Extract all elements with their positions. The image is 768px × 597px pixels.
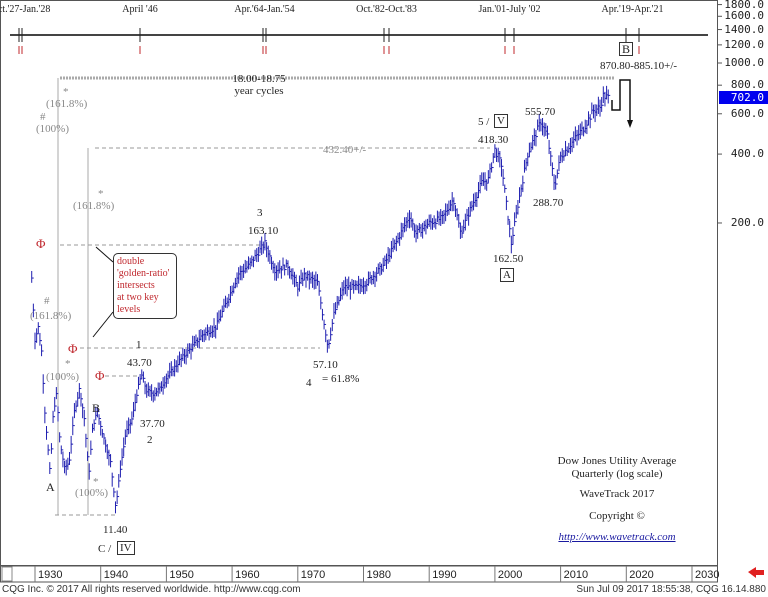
x-tick-label: 1930 xyxy=(38,569,63,581)
wave-3-label: 3 xyxy=(257,207,263,219)
wave-4-label: 4 xyxy=(306,377,312,389)
wave-iv-box: IV xyxy=(117,541,135,555)
footer-copyright: CQG Inc. © 2017 All rights reserved worl… xyxy=(2,584,301,595)
cycle-date-label: Jan.'01-July '02 xyxy=(478,4,541,15)
callout-arrow xyxy=(95,246,114,263)
golden-ratio-callout: double 'golden-ratio' intersects at two … xyxy=(113,253,177,319)
wave-2-label: 2 xyxy=(147,434,153,446)
x-tick-label: 1980 xyxy=(366,569,391,581)
x-tick-label: 2000 xyxy=(497,569,523,581)
projection-arrow-icon xyxy=(627,120,633,128)
y-tick-label: 400.0 xyxy=(730,147,764,161)
star-marker: * xyxy=(98,188,104,200)
wave-a-box: A xyxy=(500,268,514,282)
cycle-note-line2: year cycles xyxy=(234,85,284,97)
fib-100-label-b: (100%) xyxy=(46,371,79,383)
wave-b-label: B xyxy=(92,401,101,415)
cycle-date-label: Apr.'64-Jan.'54 xyxy=(234,4,295,15)
low-2009-value: 288.70 xyxy=(533,197,564,209)
wavetrack-link[interactable]: http://www.wavetrack.com xyxy=(558,531,676,543)
y-tick-label: 1400.0 xyxy=(724,22,764,36)
wave-4-value: 57.10 xyxy=(313,359,338,371)
chart-title-text: Dow Jones Utility Average xyxy=(557,455,677,467)
phi-marker-icon: Φ xyxy=(95,368,105,383)
wave-c-label: C / xyxy=(98,543,112,555)
x-tick-label: 1990 xyxy=(432,569,457,581)
y-tick-label: 1600.0 xyxy=(724,9,764,23)
wave-1-label: 1 xyxy=(136,339,142,351)
copyright-text: Copyright © xyxy=(589,510,645,522)
x-tick-label: 2030 xyxy=(695,569,720,581)
last-value-marker: 702.0 xyxy=(719,91,768,105)
low-1942-value: 11.40 xyxy=(103,524,128,536)
x-tick-label: 1940 xyxy=(103,569,129,581)
chart-subtitle-text: Quarterly (log scale) xyxy=(571,468,663,480)
x-tick-label: 1950 xyxy=(169,569,194,581)
wave-a-label: A xyxy=(46,480,55,494)
callout-line: 'golden-ratio' xyxy=(117,268,170,279)
fib-100-label-a: (100%) xyxy=(36,123,69,135)
callout-line: intersects xyxy=(117,280,155,291)
fib-161-label-a: (161.8%) xyxy=(46,98,88,110)
footer-timestamp: Sun Jul 09 2017 18:55:38, CQG 16.14.880 xyxy=(576,584,766,595)
wave-5-label: 5 / xyxy=(478,116,490,128)
wave-v-box: V xyxy=(494,114,508,128)
x-tick-label: 1970 xyxy=(300,569,326,581)
cycle-date-label: Oct.'82-Oct.'83 xyxy=(356,4,417,15)
wavetrack-credit: WaveTrack 2017 xyxy=(579,488,655,500)
y-tick-label: 600.0 xyxy=(730,106,764,120)
fib-161-label-c: (161.8%) xyxy=(30,310,72,322)
target-box-b: B xyxy=(619,42,634,56)
wave-3-value: 163.10 xyxy=(248,225,279,237)
callout-line: at two key xyxy=(117,292,159,303)
hash-marker: # xyxy=(44,295,50,307)
fib-100-label-c: (100%) xyxy=(75,487,108,499)
y-tick-label: 1800.0 xyxy=(724,0,764,11)
cycle-note-line1: 18.00-18.75 xyxy=(232,73,286,85)
chart-title: Dow Jones Utility Average Quarterly (log… xyxy=(558,455,677,481)
callout-line: double xyxy=(117,256,145,267)
y-tick-label: 1200.0 xyxy=(724,37,764,51)
target-range-label: 870.80-885.10+/- xyxy=(600,60,678,72)
scroll-handle[interactable] xyxy=(1,566,13,582)
cycle-note: 18.00-18.75 year cycles xyxy=(232,73,285,97)
cycle-date-label: Oct.'27-Jan.'28 xyxy=(0,4,51,15)
low-2002-value: 162.50 xyxy=(493,253,524,265)
wave-4-ratio: = 61.8% xyxy=(322,373,360,385)
wave-2-value: 37.70 xyxy=(140,418,165,430)
fib-161-label-b: (161.8%) xyxy=(73,200,115,212)
x-axis-strip xyxy=(0,565,718,583)
wave-5-value: 418.30 xyxy=(478,134,509,146)
scroll-right-arrow-icon[interactable] xyxy=(748,567,764,578)
hash-marker: # xyxy=(40,111,46,123)
level-432-label: 432.40+/- xyxy=(323,144,367,156)
projection-path xyxy=(611,79,631,125)
x-tick-label: 2010 xyxy=(563,569,589,581)
callout-line: levels xyxy=(117,304,141,315)
y-tick-label: 200.0 xyxy=(730,215,764,229)
star-marker: * xyxy=(93,476,99,488)
cycle-date-label: Apr.'19-Apr.'21 xyxy=(601,4,664,15)
x-tick-label: 2020 xyxy=(629,569,654,581)
x-tick-label: 1960 xyxy=(235,569,260,581)
phi-marker-icon: Φ xyxy=(36,236,46,251)
wave-1-value: 43.70 xyxy=(127,357,152,369)
y-tick-label: 1000.0 xyxy=(724,56,764,69)
phi-marker-icon: Φ xyxy=(68,341,78,356)
callout-arrow xyxy=(92,311,114,338)
star-marker: * xyxy=(65,358,71,370)
cycle-date-label: April '46 xyxy=(122,4,158,15)
peak-2007-value: 555.70 xyxy=(525,106,556,118)
star-marker: * xyxy=(63,86,69,98)
y-tick-label: 800.0 xyxy=(730,78,764,92)
